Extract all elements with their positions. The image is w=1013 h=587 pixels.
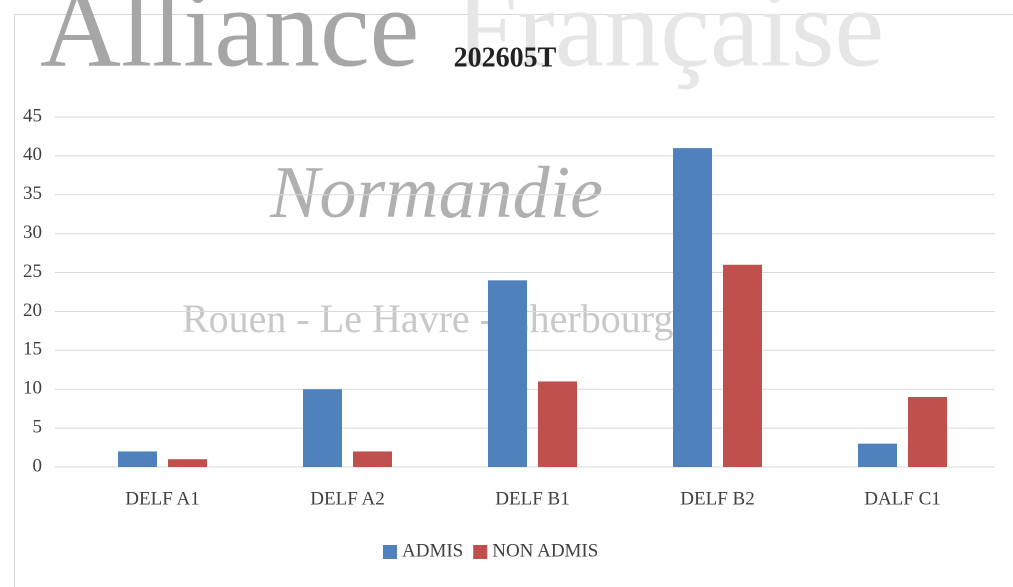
watermark: Alliance Française Normandie Rouen - Le …	[40, 0, 884, 341]
bar	[118, 451, 157, 467]
x-tick-label: DELF B2	[680, 488, 754, 509]
x-tick-label: DELF A1	[125, 488, 199, 509]
y-tick-label: 20	[23, 300, 42, 321]
legend-swatch	[383, 545, 397, 559]
bar	[168, 459, 207, 467]
y-tick-label: 45	[23, 105, 42, 126]
watermark-region: Normandie	[269, 152, 603, 234]
bar	[723, 264, 762, 467]
bar	[538, 381, 577, 467]
y-tick-label: 5	[33, 416, 43, 437]
legend-label: NON ADMIS	[492, 540, 598, 561]
bar	[488, 280, 527, 467]
x-tick-label: DELF A2	[310, 488, 384, 509]
x-tick-label: DELF B1	[495, 488, 569, 509]
y-tick-label: 0	[33, 455, 43, 476]
y-tick-label: 35	[23, 183, 42, 204]
x-tick-label: DALF C1	[864, 488, 941, 509]
y-tick-label: 25	[23, 261, 42, 282]
watermark-brand: Française	[455, 0, 884, 91]
legend-swatch	[473, 545, 488, 559]
watermark-brand: Alliance	[40, 0, 419, 91]
bar	[908, 397, 947, 467]
y-tick-label: 30	[23, 222, 42, 243]
y-tick-label: 15	[23, 339, 42, 360]
bar	[858, 443, 897, 467]
legend-label: ADMIS	[402, 540, 463, 561]
watermark-cities: Rouen - Le Havre - Cherbourg	[182, 296, 673, 341]
y-tick-label: 40	[23, 144, 42, 165]
chart-title: 202605T	[454, 42, 557, 73]
bar	[673, 148, 712, 467]
bar	[353, 451, 392, 467]
bar	[303, 389, 342, 467]
y-tick-label: 10	[23, 378, 42, 399]
